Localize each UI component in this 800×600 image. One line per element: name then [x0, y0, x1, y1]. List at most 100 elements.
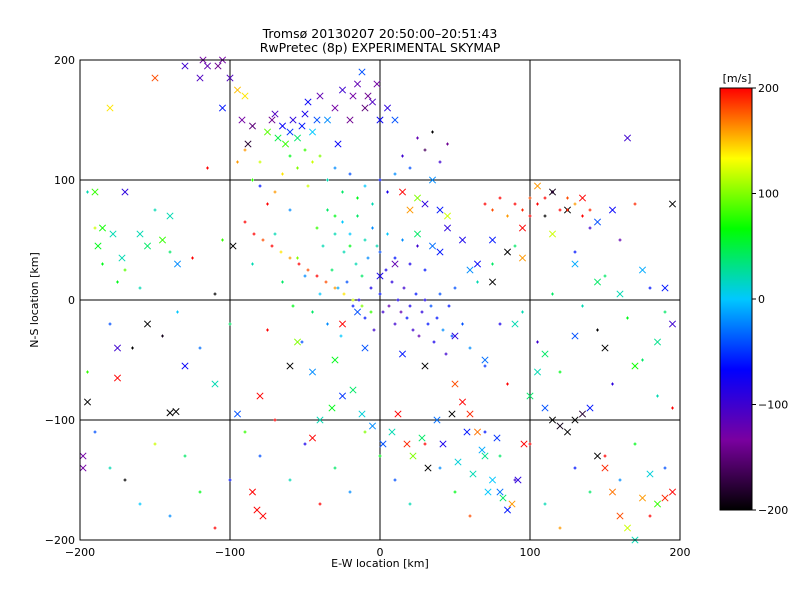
data-point-x	[571, 416, 579, 424]
data-point-x	[214, 62, 222, 70]
data-point-x	[503, 248, 512, 256]
data-point-plus	[303, 274, 307, 278]
data-point-x	[593, 278, 602, 286]
data-point-plus	[663, 466, 667, 470]
data-point-plus	[252, 232, 256, 236]
data-point-plus	[528, 214, 532, 218]
data-point-x	[548, 230, 557, 238]
data-point-plus	[351, 304, 355, 308]
data-point-plus	[536, 340, 539, 344]
colorbar-tick-labels: 200 100 0 −100 −200	[752, 82, 788, 517]
data-point-x	[308, 128, 317, 136]
data-point-x	[331, 104, 339, 112]
data-point-x	[274, 134, 282, 142]
data-point-x	[298, 122, 306, 130]
data-point-plus	[306, 268, 310, 272]
data-point-x	[143, 242, 152, 250]
data-point-plus	[324, 280, 328, 284]
data-point-x	[113, 344, 122, 352]
data-point-plus	[566, 208, 569, 212]
data-point-x	[469, 470, 477, 478]
data-point-plus	[521, 208, 524, 212]
data-point-plus	[513, 478, 517, 482]
data-point-plus	[393, 322, 397, 326]
data-point-plus	[378, 178, 382, 182]
data-point-x	[233, 86, 242, 94]
data-point-plus	[153, 442, 157, 446]
data-point-plus	[411, 328, 415, 332]
data-point-plus	[513, 202, 517, 206]
data-point-x	[286, 362, 294, 370]
data-point-x	[608, 488, 617, 496]
data-point-plus	[528, 442, 532, 446]
data-point-plus	[116, 280, 119, 284]
data-point-plus	[318, 154, 322, 158]
data-point-x	[409, 452, 417, 460]
data-point-x	[394, 410, 402, 418]
data-point-x	[526, 392, 534, 400]
data-point-x	[248, 488, 257, 496]
data-point-x	[391, 116, 399, 124]
data-point-plus	[408, 304, 412, 308]
data-point-x	[349, 386, 357, 394]
data-point-x	[443, 224, 452, 232]
data-point-plus	[326, 208, 329, 212]
data-point-plus	[528, 196, 532, 200]
data-point-x	[463, 428, 471, 436]
data-point-x	[563, 428, 572, 436]
data-point-x	[520, 440, 528, 448]
chart-subtitle: RwPretec (8p) EXPERIMENTAL SKYMAP	[260, 40, 501, 55]
data-point-plus	[401, 238, 404, 242]
data-point-plus	[243, 430, 247, 434]
data-point-plus	[311, 310, 314, 314]
data-point-plus	[183, 454, 187, 458]
data-point-plus	[573, 466, 577, 470]
data-point-x	[478, 446, 486, 454]
data-point-plus	[213, 292, 217, 296]
data-point-x	[488, 278, 497, 286]
data-point-x	[278, 122, 287, 130]
data-point-x	[421, 200, 429, 208]
data-point-plus	[357, 298, 361, 302]
data-point-plus	[273, 232, 277, 236]
data-point-x	[451, 380, 459, 388]
data-point-x	[413, 194, 422, 202]
x-tick-label: 200	[670, 546, 691, 559]
data-point-x	[346, 116, 354, 124]
data-point-x	[623, 524, 632, 532]
data-point-x	[458, 236, 467, 244]
data-point-x	[328, 404, 336, 412]
data-point-x	[91, 188, 99, 196]
data-point-plus	[266, 328, 269, 332]
data-point-plus	[288, 256, 292, 260]
data-point-x	[436, 248, 444, 256]
data-point-x	[166, 212, 174, 220]
data-point-plus	[221, 238, 224, 242]
data-point-x	[248, 122, 257, 130]
data-point-x	[653, 500, 662, 508]
data-point-plus	[384, 268, 388, 272]
data-point-x	[653, 338, 662, 346]
data-point-x	[109, 230, 117, 238]
data-point-plus	[356, 196, 359, 200]
data-point-plus	[318, 292, 322, 296]
data-point-x	[331, 356, 339, 364]
data-point-x	[403, 440, 411, 448]
data-point-plus	[450, 334, 454, 338]
data-point-x	[361, 104, 369, 112]
data-point-plus	[423, 148, 427, 152]
data-point-x	[293, 338, 302, 346]
data-point-plus	[429, 304, 433, 308]
data-point-x	[353, 308, 362, 316]
data-point-x	[646, 470, 654, 478]
data-point-plus	[378, 250, 382, 254]
data-point-x	[166, 409, 174, 417]
data-point-plus	[444, 352, 448, 356]
data-point-plus	[273, 190, 277, 194]
data-point-plus	[483, 430, 487, 434]
data-point-plus	[588, 208, 592, 212]
data-point-plus	[176, 310, 179, 314]
data-point-plus	[288, 208, 292, 212]
data-point-x	[268, 116, 276, 124]
data-point-x	[593, 452, 602, 460]
